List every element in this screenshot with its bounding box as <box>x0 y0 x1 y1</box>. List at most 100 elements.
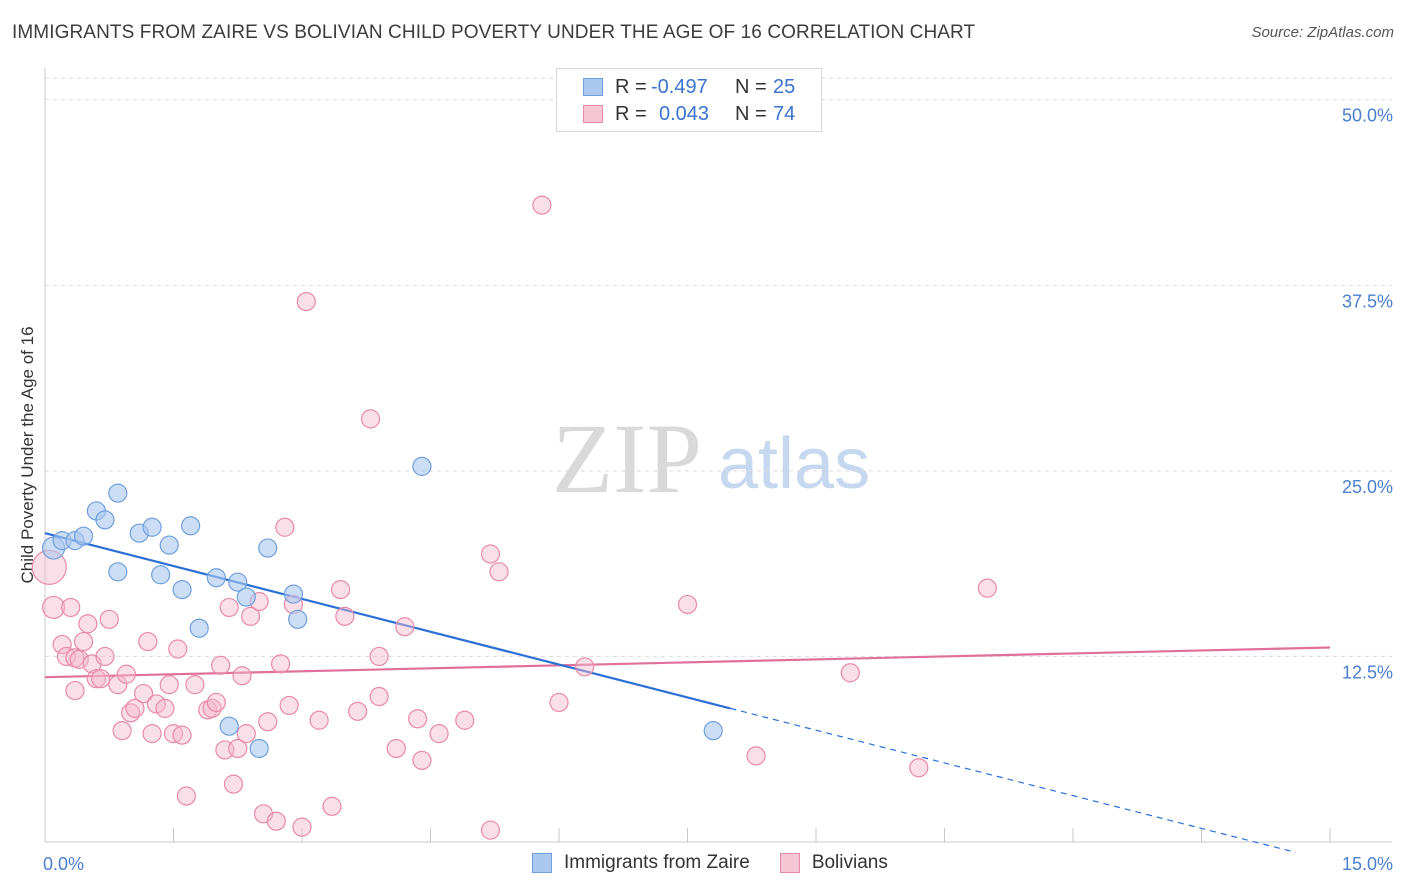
trend-extension-zaire <box>730 707 1296 853</box>
point-zaire <box>236 587 256 607</box>
point-zaire <box>73 526 94 546</box>
point-bolivians <box>279 695 299 716</box>
point-bolivians <box>228 738 248 759</box>
legend-r-value: -0.497 <box>651 75 708 98</box>
series-legend-zaire[interactable]: Immigrants from Zaire <box>532 852 750 874</box>
point-bolivians <box>73 631 94 652</box>
point-zaire <box>172 580 192 600</box>
legend-row-zaire: R = -0.497 N = 25 <box>557 74 795 100</box>
point-bolivians <box>408 709 428 729</box>
gridlines <box>45 77 1392 657</box>
legend-n-value: 25 <box>773 75 796 98</box>
point-bolivians <box>309 710 329 730</box>
y-tick-label: 50.0% <box>1342 106 1393 126</box>
point-bolivians <box>369 646 389 667</box>
y-tick-label: 37.5% <box>1342 291 1393 311</box>
point-bolivians <box>360 409 381 429</box>
point-bolivians <box>386 738 406 759</box>
point-bolivians <box>275 517 295 537</box>
point-bolivians <box>840 663 860 683</box>
point-bolivians <box>159 675 179 695</box>
point-zaire <box>228 572 248 592</box>
y-tick-label: 25.0% <box>1342 477 1393 497</box>
watermark-atlas: atlas <box>718 424 870 504</box>
trend-lines <box>44 532 1331 853</box>
y-tick-label: 12.5% <box>1342 662 1393 682</box>
point-bolivians <box>95 646 115 667</box>
legend-row-bolivians: R = 0.043 N = 74 <box>557 101 795 127</box>
point-bolivians <box>677 594 698 615</box>
trend-line-zaire <box>44 532 731 710</box>
point-bolivians <box>575 657 595 677</box>
watermark: ZIP atlas <box>552 403 870 514</box>
series-label-zaire: Immigrants from Zaire <box>564 852 750 873</box>
point-zaire <box>703 721 723 741</box>
point-bolivians <box>138 631 158 652</box>
point-zaire <box>108 562 128 582</box>
watermark-zip: ZIP <box>552 403 702 514</box>
point-bolivians <box>133 683 154 704</box>
legend-r-value: 0.043 <box>659 102 710 125</box>
axes <box>44 68 1392 843</box>
point-bolivians <box>185 675 205 695</box>
point-bolivians <box>480 820 501 840</box>
point-bolivians <box>977 578 997 598</box>
series-legend-bolivians[interactable]: Bolivians <box>779 852 888 874</box>
point-bolivians <box>52 634 72 655</box>
point-bolivians <box>223 774 244 794</box>
point-zaire <box>283 584 304 604</box>
point-zaire <box>108 483 128 503</box>
point-bolivians <box>41 595 66 620</box>
source-label: Source: ZipAtlas.com <box>1251 24 1394 41</box>
point-bolivians <box>369 686 389 707</box>
legend-n-label: N = <box>735 75 767 98</box>
point-zaire <box>189 618 209 638</box>
point-zaire <box>95 510 115 530</box>
x-tick-label: 0.0% <box>43 854 84 874</box>
point-bolivians <box>206 692 226 713</box>
series-label-bolivians: Bolivians <box>811 852 888 873</box>
point-zaire <box>142 517 162 537</box>
point-bolivians <box>146 694 166 714</box>
trend-line-bolivians <box>44 646 1331 679</box>
point-bolivians <box>99 609 119 629</box>
series-legend: Immigrants from Zaire Bolivians <box>532 852 918 874</box>
point-bolivians <box>142 724 162 744</box>
point-zaire <box>159 535 179 555</box>
data-points <box>31 195 997 840</box>
point-bolivians <box>232 666 252 686</box>
point-bolivians <box>236 724 256 744</box>
point-bolivians <box>241 606 261 626</box>
legend-swatch-zaire <box>583 78 603 96</box>
point-bolivians <box>292 817 312 837</box>
point-bolivians <box>211 655 231 675</box>
point-bolivians <box>395 617 415 637</box>
point-zaire <box>258 538 278 558</box>
series-swatch-zaire <box>532 853 552 873</box>
point-bolivians <box>266 811 286 831</box>
point-bolivians <box>65 680 85 701</box>
point-bolivians <box>176 786 196 806</box>
point-bolivians <box>112 721 132 741</box>
point-bolivians <box>125 698 145 718</box>
point-bolivians <box>532 195 552 215</box>
point-zaire <box>412 456 432 476</box>
point-bolivians <box>335 606 355 626</box>
point-bolivians <box>172 725 192 745</box>
point-bolivians <box>429 724 449 744</box>
point-bolivians <box>69 649 89 669</box>
point-bolivians <box>270 654 291 674</box>
point-bolivians <box>155 698 175 718</box>
series-swatch-bolivians <box>779 853 800 873</box>
point-zaire <box>206 568 226 588</box>
legend-r-label: R = <box>615 75 647 98</box>
point-bolivians <box>61 597 81 618</box>
tick-labels: 12.5% 25.0% 37.5% 50.0% 0.0% 15.0% <box>43 106 1393 874</box>
point-bolivians <box>909 758 929 778</box>
point-bolivians <box>78 614 98 634</box>
point-zaire <box>181 516 201 536</box>
point-bolivians <box>330 580 351 600</box>
correlation-legend: R = -0.497 N = 25 R = 0.043 N = 74 <box>556 68 822 132</box>
point-bolivians <box>412 750 432 770</box>
point-bolivians <box>480 544 501 564</box>
